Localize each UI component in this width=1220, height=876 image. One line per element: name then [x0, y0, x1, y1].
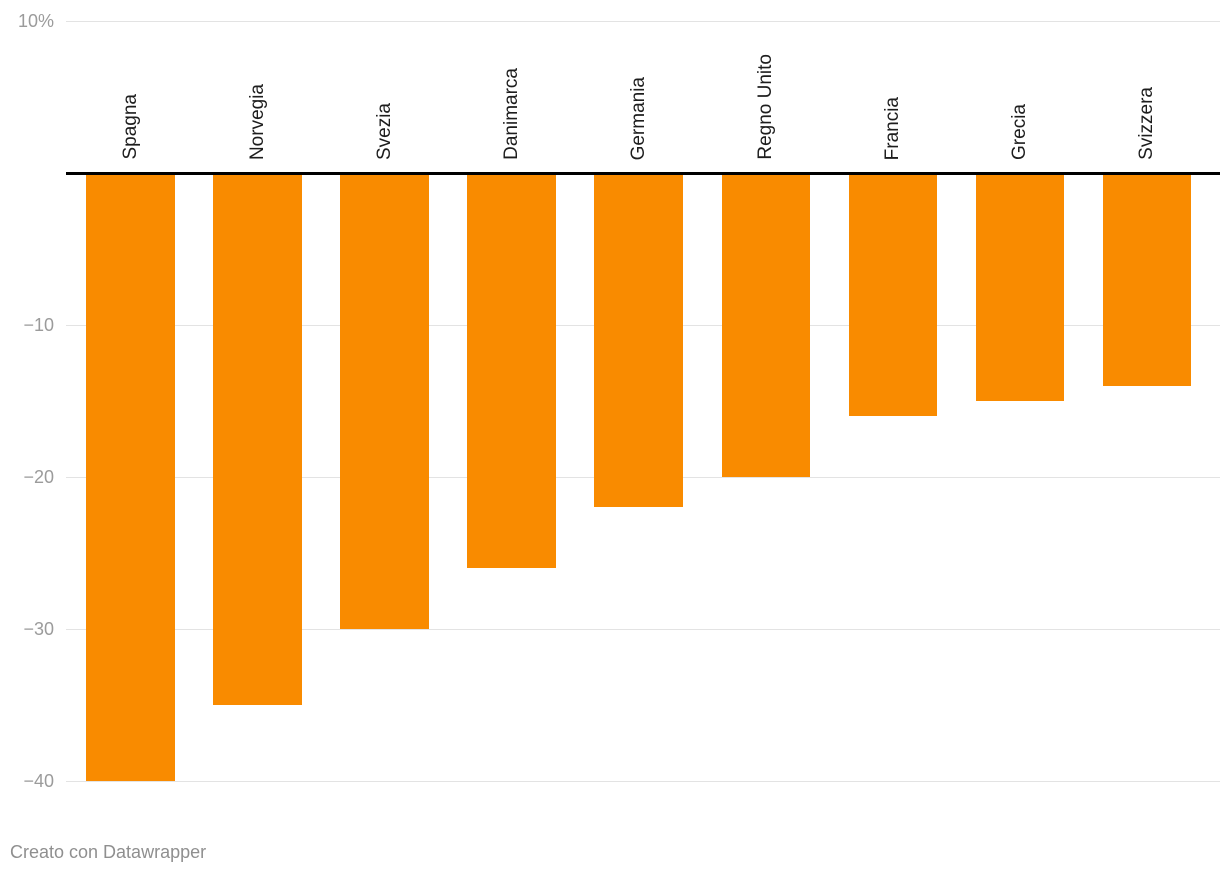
category-label: Svezia — [373, 102, 395, 160]
category-label: Spagna — [119, 94, 141, 160]
bar — [975, 174, 1065, 401]
zero-baseline — [66, 171, 1220, 175]
gridline — [66, 780, 1220, 782]
category-label: Svizzera — [1135, 87, 1157, 160]
bar — [848, 174, 938, 417]
gridline — [66, 20, 1220, 22]
y-axis-tick-label: −30 — [23, 619, 54, 639]
category-label: Danimarca — [500, 68, 522, 160]
bar — [721, 174, 811, 477]
gridline — [66, 628, 1220, 630]
y-axis-tick-label: −20 — [23, 467, 54, 487]
y-axis-tick-label: 10% — [17, 11, 54, 31]
category-label: Regno Unito — [754, 54, 776, 160]
category-label: Francia — [881, 96, 903, 160]
y-axis-tick-label: −10 — [23, 315, 54, 335]
bar — [467, 174, 556, 569]
bar — [594, 174, 683, 508]
bar — [86, 174, 175, 781]
category-label: Grecia — [1008, 104, 1030, 160]
chart-credit: Creato con Datawrapper — [10, 842, 207, 862]
bar — [1102, 174, 1192, 386]
category-label: Norvegia — [246, 83, 268, 160]
bar — [213, 174, 302, 705]
category-label: Germania — [627, 76, 649, 160]
bar — [340, 174, 429, 629]
y-axis-tick-label: −40 — [23, 771, 54, 791]
